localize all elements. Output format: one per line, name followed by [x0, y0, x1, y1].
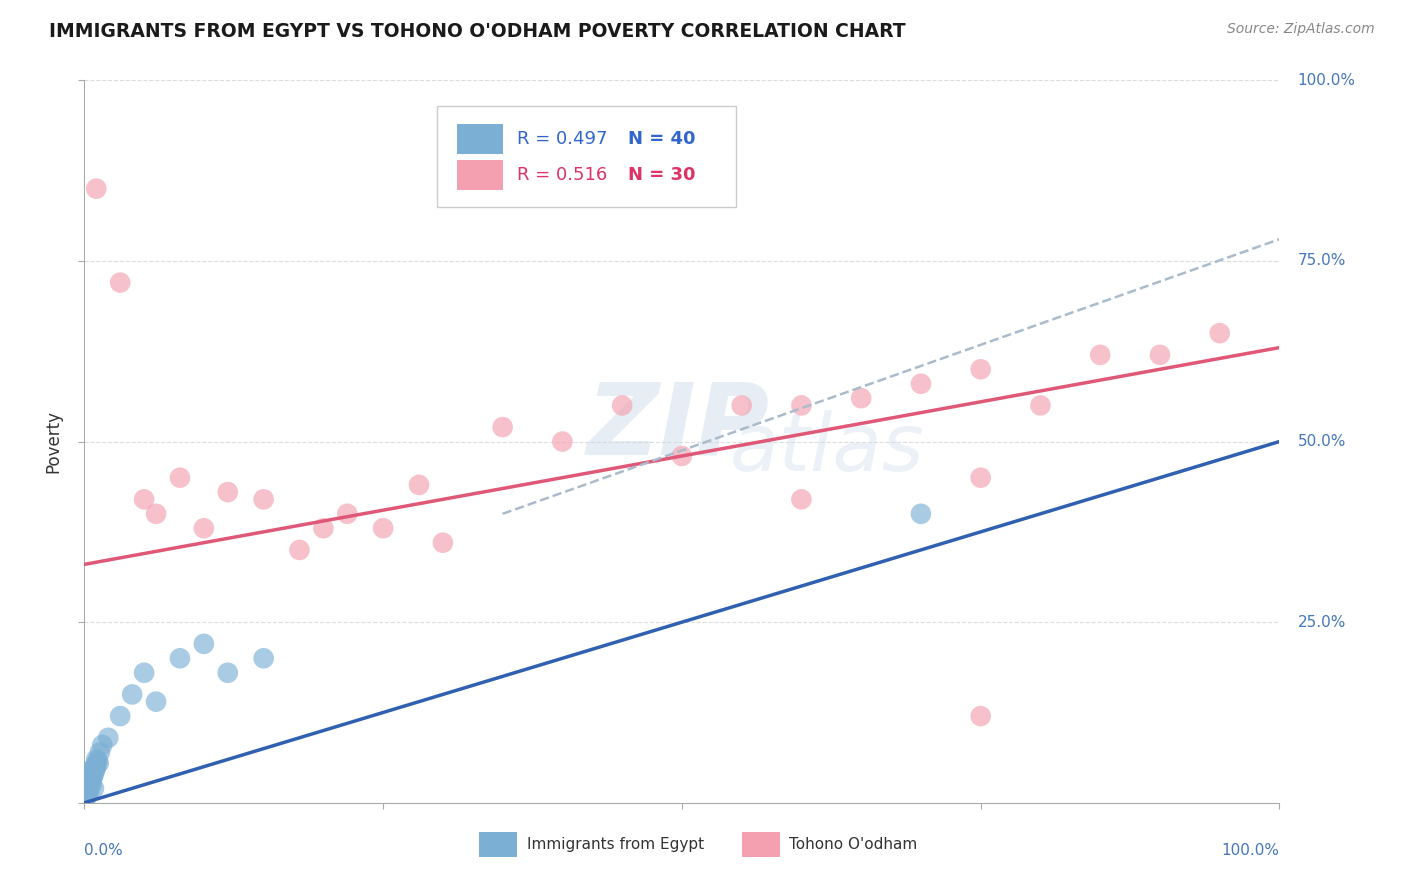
- Point: [79, 774, 101, 789]
- Point: [80, 772, 103, 787]
- Point: [86, 182, 108, 196]
- Point: [169, 651, 191, 665]
- Point: [1209, 326, 1232, 341]
- Point: [551, 434, 574, 449]
- Text: ZIP: ZIP: [586, 378, 769, 475]
- FancyBboxPatch shape: [457, 124, 503, 154]
- Point: [86, 754, 108, 768]
- FancyBboxPatch shape: [437, 105, 735, 207]
- Point: [253, 651, 276, 665]
- Point: [82, 771, 104, 785]
- Point: [76, 787, 98, 801]
- Point: [970, 471, 993, 485]
- Text: 0.0%: 0.0%: [84, 843, 124, 857]
- Point: [432, 535, 454, 549]
- Point: [79, 768, 101, 782]
- Point: [91, 738, 114, 752]
- Text: R = 0.516: R = 0.516: [517, 166, 607, 184]
- Text: R = 0.497: R = 0.497: [517, 130, 607, 148]
- Text: IMMIGRANTS FROM EGYPT VS TOHONO O'ODHAM POVERTY CORRELATION CHART: IMMIGRANTS FROM EGYPT VS TOHONO O'ODHAM …: [49, 22, 905, 41]
- Point: [132, 492, 156, 507]
- Point: [910, 507, 932, 521]
- Point: [110, 709, 132, 723]
- Point: [77, 781, 100, 796]
- Point: [86, 760, 108, 774]
- Point: [77, 785, 100, 799]
- Point: [193, 521, 215, 535]
- Point: [731, 398, 754, 412]
- Text: 100.0%: 100.0%: [1298, 73, 1355, 87]
- Point: [790, 492, 813, 507]
- Point: [76, 785, 98, 799]
- Point: [83, 761, 105, 775]
- Text: Source: ZipAtlas.com: Source: ZipAtlas.com: [1227, 22, 1375, 37]
- Point: [132, 665, 156, 680]
- Text: 100.0%: 100.0%: [1222, 843, 1279, 857]
- Point: [87, 756, 110, 770]
- Text: Tohono O'odham: Tohono O'odham: [790, 838, 918, 852]
- Point: [253, 492, 276, 507]
- Point: [80, 778, 103, 792]
- Point: [910, 376, 932, 391]
- Point: [83, 781, 105, 796]
- Point: [77, 778, 100, 792]
- Point: [97, 731, 120, 745]
- Point: [145, 695, 167, 709]
- Point: [193, 637, 215, 651]
- Point: [612, 398, 634, 412]
- Point: [1149, 348, 1171, 362]
- Point: [86, 752, 108, 766]
- FancyBboxPatch shape: [479, 831, 517, 857]
- Point: [75, 792, 97, 806]
- Point: [75, 790, 97, 805]
- Point: [80, 764, 103, 778]
- Point: [970, 362, 993, 376]
- Point: [83, 767, 105, 781]
- Point: [790, 398, 813, 412]
- Point: [76, 789, 98, 803]
- Text: N = 40: N = 40: [628, 130, 696, 148]
- Point: [1029, 398, 1052, 412]
- Point: [217, 485, 239, 500]
- FancyBboxPatch shape: [457, 160, 503, 190]
- Point: [373, 521, 395, 535]
- Point: [169, 471, 191, 485]
- Point: [671, 449, 693, 463]
- Text: 75.0%: 75.0%: [1298, 253, 1346, 268]
- FancyBboxPatch shape: [742, 831, 780, 857]
- Point: [970, 709, 993, 723]
- Point: [89, 745, 111, 759]
- Y-axis label: Poverty: Poverty: [45, 410, 63, 473]
- Text: N = 30: N = 30: [628, 166, 696, 184]
- Point: [77, 780, 100, 794]
- Point: [77, 782, 100, 797]
- Text: atlas: atlas: [730, 409, 925, 488]
- Point: [110, 276, 132, 290]
- Point: [79, 775, 101, 789]
- Point: [217, 665, 239, 680]
- Point: [77, 774, 100, 789]
- Text: 25.0%: 25.0%: [1298, 615, 1346, 630]
- Point: [492, 420, 515, 434]
- Point: [1090, 348, 1112, 362]
- Point: [336, 507, 359, 521]
- Point: [288, 542, 311, 557]
- Point: [121, 687, 143, 701]
- Point: [84, 758, 107, 772]
- Point: [408, 478, 430, 492]
- Point: [82, 765, 104, 780]
- Point: [84, 764, 107, 778]
- Point: [312, 521, 335, 535]
- Point: [851, 391, 873, 405]
- Text: Immigrants from Egypt: Immigrants from Egypt: [527, 838, 703, 852]
- Text: 50.0%: 50.0%: [1298, 434, 1346, 449]
- Point: [145, 507, 167, 521]
